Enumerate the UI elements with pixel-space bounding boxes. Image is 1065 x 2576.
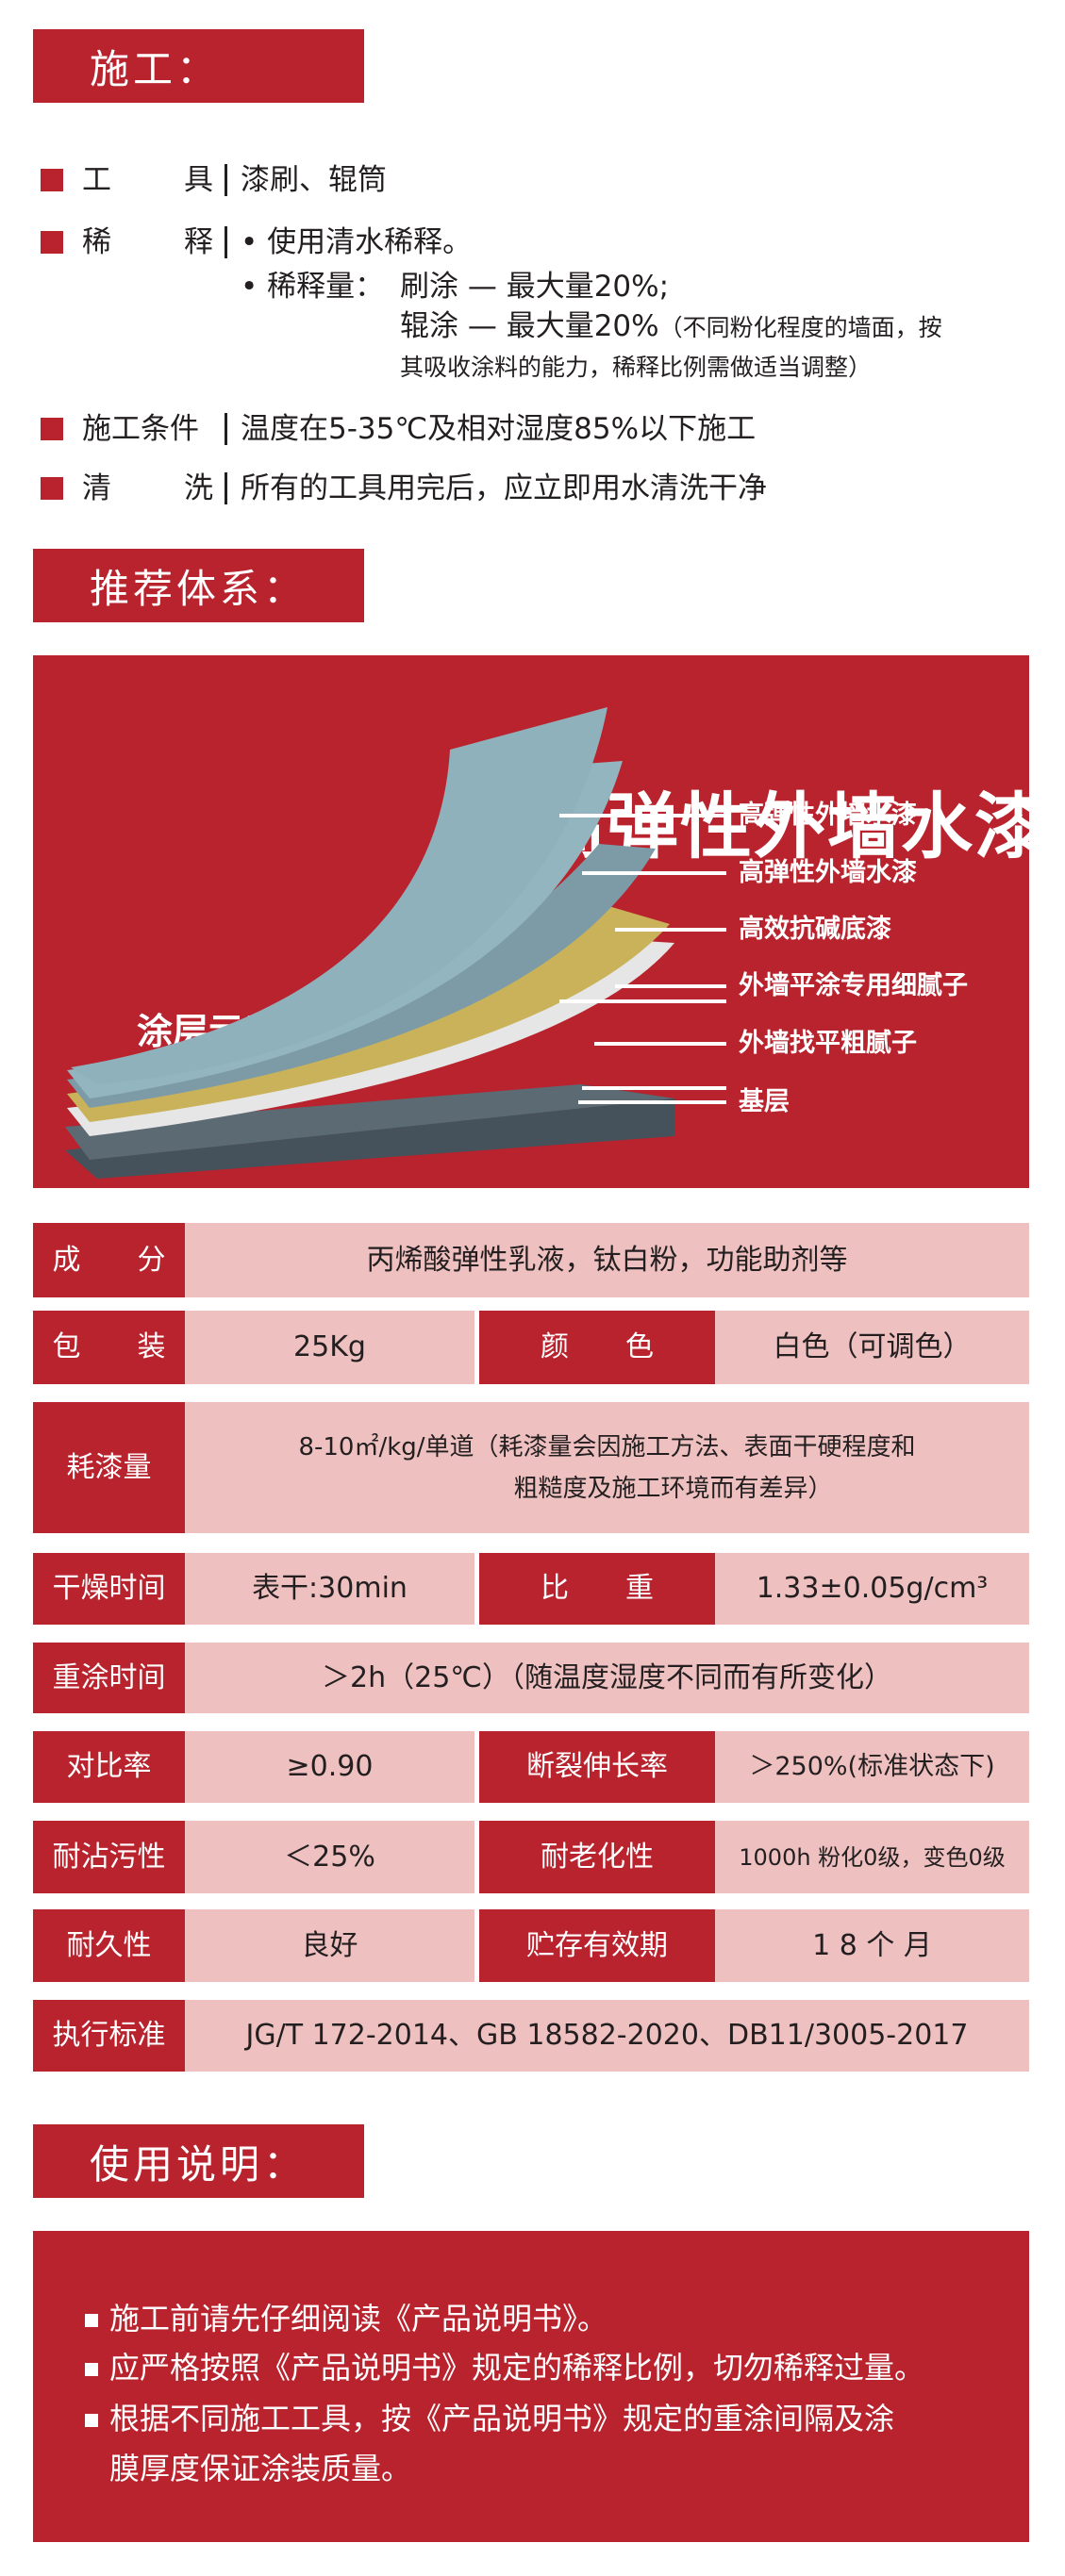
composition-label: 成 分	[33, 1223, 185, 1297]
aging-value: 1000h 粉化0级，变色0级	[715, 1821, 1029, 1893]
shelf-life-label: 贮存有效期	[479, 1909, 715, 1982]
layer-label-3: 高效抗碱底漆	[739, 915, 891, 944]
coverage-value: 8-10㎡/kg/单道（耗漆量会因施工方法、表面干硬程度和 粗糙度及施工环境而有…	[185, 1402, 1029, 1533]
tools-label-b: 具	[184, 163, 213, 197]
stain-label: 耐沾污性	[33, 1821, 185, 1893]
tools-label-a: 工	[82, 163, 111, 197]
conditions-label: 施工条件	[82, 412, 199, 446]
layer-label-1: 高弹性外墙水漆	[739, 801, 917, 830]
divider	[225, 413, 227, 445]
bullet-square-icon	[41, 231, 63, 254]
recoat-label: 重涂时间	[33, 1643, 185, 1713]
layer-label-2: 高弹性外墙水漆	[739, 858, 917, 887]
bullet-square-icon	[41, 418, 63, 440]
coverage-value-line1: 8-10㎡/kg/单道（耗漆量会因施工方法、表面干硬程度和	[298, 1432, 916, 1461]
durability-label: 耐久性	[33, 1909, 185, 1982]
aging-label: 耐老化性	[479, 1821, 715, 1893]
dilution-brush: 刷涂 — 最大量20%;	[400, 270, 670, 304]
elongation-label: 断裂伸长率	[479, 1731, 715, 1803]
density-label: 比 重	[479, 1553, 715, 1625]
composition-value: 丙烯酸弹性乳液，钛白粉，功能助剂等	[185, 1223, 1029, 1297]
packaging-value: 25Kg	[185, 1311, 474, 1384]
layers-drawing	[65, 707, 726, 1179]
construction-header: 施工：	[33, 29, 364, 103]
divider	[225, 226, 227, 258]
durability-value: 良好	[185, 1909, 474, 1982]
bullet-square-icon	[41, 477, 63, 500]
usage-item-text: 应严格按照《产品说明书》规定的稀释比例，切勿稀释过量。	[109, 2350, 925, 2386]
stain-value: ＜25%	[185, 1821, 474, 1893]
standard-label: 执行标准	[33, 2000, 185, 2072]
layer-label-4: 外墙平涂专用细腻子	[739, 971, 968, 1000]
dilution-roller: 辊涂 — 最大量20%（不同粉化程度的墙面，按	[400, 307, 942, 347]
elongation-value: ＞250%(标准状态下)	[715, 1731, 1029, 1803]
dilution-bullet-2-label: • 稀释量：	[241, 270, 385, 304]
dilution-bullet-1: • 使用清水稀释。	[241, 225, 473, 259]
layer-label-6: 基层	[739, 1087, 790, 1116]
density-value: 1.33±0.05g/cm³	[715, 1553, 1029, 1625]
leaders	[559, 814, 726, 1104]
drying-label: 干燥时间	[33, 1553, 185, 1625]
usage-item-text: 根据不同施工工具，按《产品说明书》规定的重涂间隔及涂	[109, 2401, 895, 2436]
color-value: 白色（可调色）	[715, 1311, 1029, 1384]
layer-substrate-top	[65, 1084, 674, 1160]
packaging-label: 包 装	[33, 1311, 185, 1384]
usage-item: 根据不同施工工具，按《产品说明书》规定的重涂间隔及涂	[85, 2397, 894, 2440]
layer-topcoat-1	[71, 707, 607, 1084]
tools-value: 漆刷、辊筒	[241, 163, 387, 197]
coating-diagram: 高弹性外墙水漆 涂层示意图 高弹性外墙水漆 高弹性外墙水漆 高效抗碱底漆 外墙平…	[33, 655, 1046, 1188]
dilution-label-b: 释	[184, 225, 213, 259]
usage-header: 使用说明：	[33, 2124, 364, 2198]
coverage-value-line2: 粗糙度及施工环境而有差异）	[513, 1474, 833, 1503]
drying-value: 表干:30min	[185, 1553, 474, 1625]
bullet-square-icon	[85, 2314, 98, 2327]
dilution-label-a: 稀	[82, 225, 111, 259]
dilution-roller-text: 辊涂 — 最大量20%	[400, 309, 659, 343]
dilution-note-2: 其吸收涂料的能力，稀释比例需做适当调整）	[400, 354, 873, 381]
system-header: 推荐体系：	[33, 549, 364, 622]
usage-item: 施工前请先仔细阅读《产品说明书》。	[85, 2297, 607, 2340]
usage-item-continuation: 膜厚度保证涂装质量。	[109, 2451, 412, 2486]
standard-value: JG/T 172-2014、GB 18582-2020、DB11/3005-20…	[185, 2000, 1029, 2072]
contrast-value: ≥0.90	[185, 1731, 474, 1803]
recoat-value: ＞2h（25℃）（随温度湿度不同而有所变化）	[185, 1643, 1029, 1713]
usage-item: 应严格按照《产品说明书》规定的稀释比例，切勿稀释过量。	[85, 2346, 924, 2389]
divider	[225, 472, 227, 504]
cleaning-value: 所有的工具用完后，应立即用水清洗干净	[241, 471, 767, 505]
conditions-value: 温度在5-35℃及相对湿度85%以下施工	[241, 412, 757, 446]
usage-item-text: 施工前请先仔细阅读《产品说明书》。	[109, 2301, 608, 2337]
leader-lines	[559, 999, 726, 1090]
cleaning-label-a: 清	[82, 471, 111, 505]
color-label: 颜 色	[479, 1311, 715, 1384]
usage-box: 施工前请先仔细阅读《产品说明书》。 应严格按照《产品说明书》规定的稀释比例，切勿…	[33, 2231, 1029, 2542]
coverage-label: 耗漆量	[33, 1402, 185, 1533]
dilution-note-1: （不同粉化程度的墙面，按	[658, 314, 942, 341]
bullet-square-icon	[85, 2414, 98, 2427]
bullet-square-icon	[41, 169, 63, 191]
layer-label-5: 外墙找平粗腻子	[739, 1029, 917, 1058]
cleaning-label-b: 洗	[184, 471, 213, 505]
contrast-label: 对比率	[33, 1731, 185, 1803]
bullet-square-icon	[85, 2363, 98, 2376]
shelf-life-value: 1 8 个 月	[715, 1909, 1029, 1982]
divider	[225, 164, 227, 196]
